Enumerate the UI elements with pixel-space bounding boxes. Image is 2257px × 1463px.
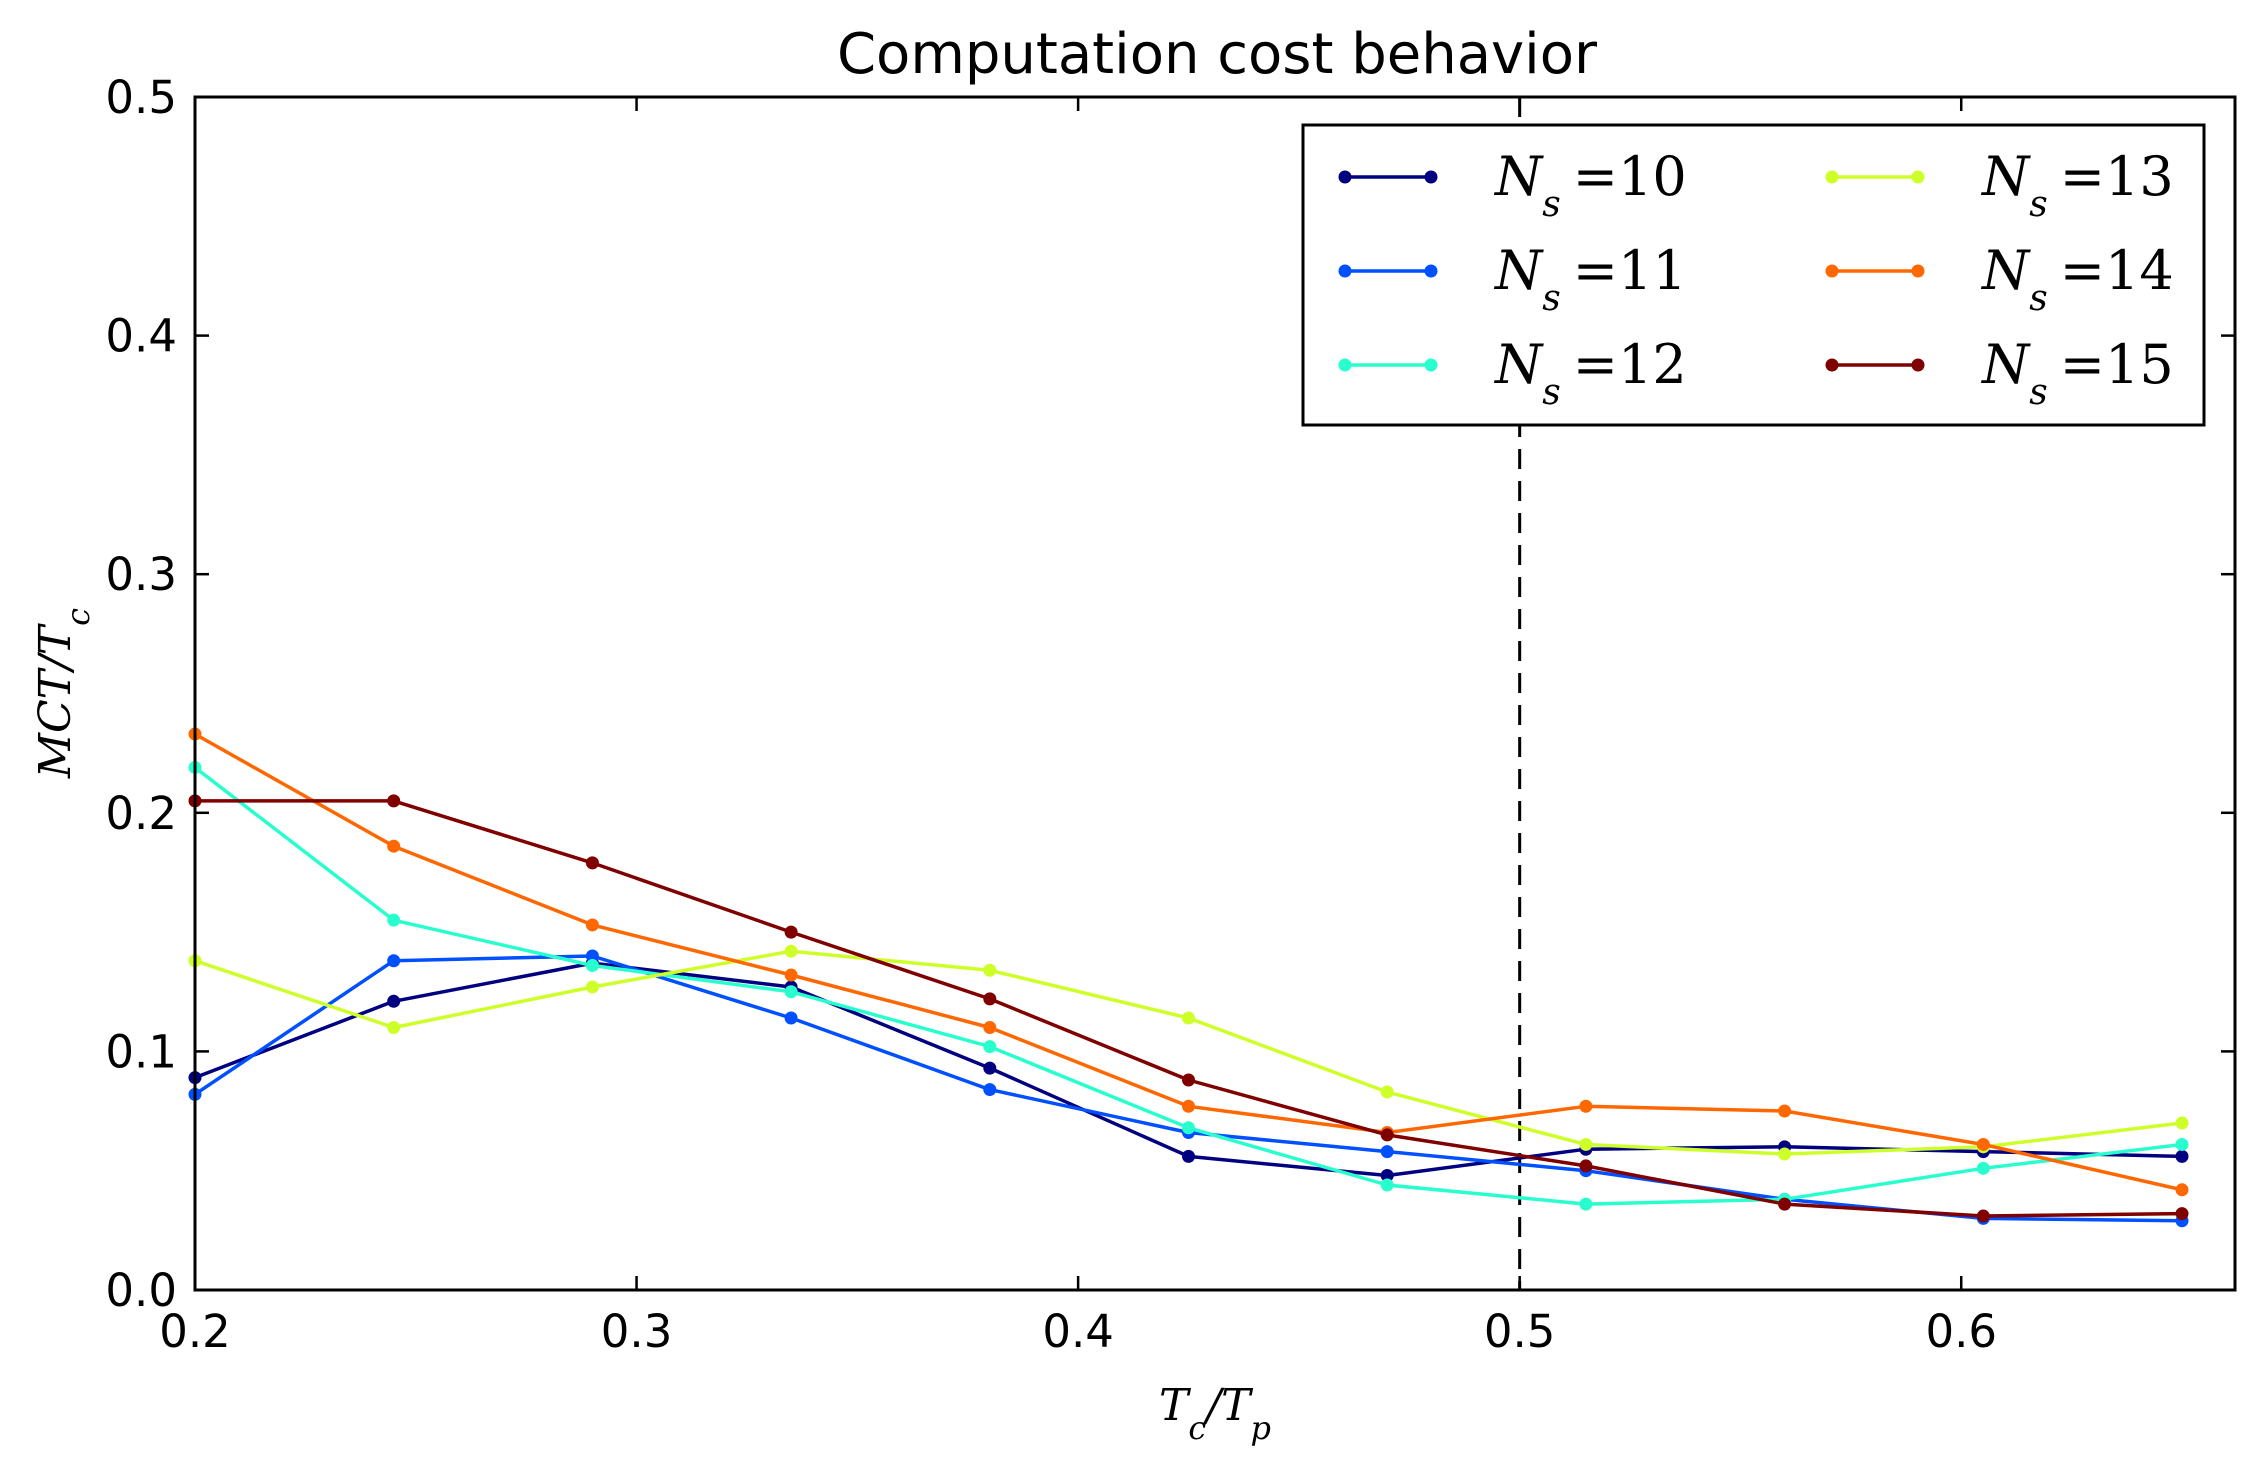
data-point [1380, 1128, 1394, 1142]
legend-marker [1911, 264, 1925, 278]
series-group [188, 727, 2189, 1228]
data-point [784, 925, 798, 939]
data-point [1976, 1137, 1990, 1151]
y-tick-label: 0.2 [105, 787, 177, 840]
legend-marker [1424, 264, 1438, 278]
data-point [1778, 1147, 1792, 1161]
legend-marker [1338, 264, 1352, 278]
y-tick-label: 0.1 [105, 1025, 177, 1078]
x-tick-label: 0.3 [601, 1305, 673, 1358]
series-6 [188, 794, 2189, 1223]
data-point [2175, 1149, 2189, 1163]
data-point [1182, 1073, 1196, 1087]
data-point [387, 1021, 401, 1035]
data-point [1976, 1161, 1990, 1175]
y-tick-label: 0.5 [105, 71, 177, 124]
data-point [1579, 1099, 1593, 1113]
x-tick-label: 0.5 [1484, 1305, 1556, 1358]
x-tick-label: 0.4 [1042, 1305, 1114, 1358]
data-point [2175, 1137, 2189, 1151]
legend-marker [1825, 358, 1839, 372]
data-point [1182, 1011, 1196, 1025]
data-point [387, 994, 401, 1008]
data-point [784, 968, 798, 982]
data-point [387, 954, 401, 968]
legend-entry-1: Ns =10 [1338, 145, 1687, 225]
y-tick-label: 0.0 [105, 1264, 177, 1317]
legend-marker [1338, 358, 1352, 372]
legend [1301, 123, 2206, 427]
legend-marker [1825, 264, 1839, 278]
data-point [585, 918, 599, 932]
series-3 [188, 760, 2189, 1211]
data-point [1380, 1168, 1394, 1182]
legend-label: Ns =14 [1980, 239, 2174, 319]
legend-entry-4: Ns =13 [1825, 145, 2174, 225]
data-point [983, 1021, 997, 1035]
legend-marker [1338, 170, 1352, 184]
data-point [983, 1040, 997, 1054]
data-point [983, 963, 997, 977]
data-point [784, 1011, 798, 1025]
data-point [387, 839, 401, 853]
x-tick-label: 0.6 [1925, 1305, 1997, 1358]
series-4 [188, 944, 2189, 1161]
legend-entry-6: Ns =15 [1825, 333, 2174, 413]
legend-label: Ns =12 [1493, 333, 1687, 413]
legend-marker [1424, 358, 1438, 372]
y-tick-label: 0.4 [105, 310, 177, 363]
data-point [983, 1061, 997, 1075]
y-tick-labels: 0.0 0.1 0.2 0.3 0.4 0.5 [105, 71, 177, 1317]
plot-frame [193, 95, 2237, 1292]
legend-marker [1825, 170, 1839, 184]
legend-marker [1424, 170, 1438, 184]
legend-marker [1911, 170, 1925, 184]
x-tick-labels: 0.2 0.3 0.4 0.5 0.6 [159, 1305, 1997, 1358]
data-point [784, 944, 798, 958]
data-point [1380, 1145, 1394, 1159]
data-point [585, 980, 599, 994]
axis-ticks [193, 95, 2235, 1292]
plot-area [188, 97, 2189, 1290]
data-point [1380, 1178, 1394, 1192]
data-point [2175, 1183, 2189, 1197]
x-tick-label: 0.2 [159, 1305, 231, 1358]
data-point [2175, 1207, 2189, 1221]
legend-items: Ns =10 Ns =11 Ns =12 Ns =13 Ns =14 Ns =15 [1338, 145, 2174, 413]
data-point [387, 794, 401, 808]
series-5 [188, 727, 2189, 1197]
data-point [1778, 1104, 1792, 1118]
legend-entry-3: Ns =12 [1338, 333, 1687, 413]
data-point [784, 985, 798, 999]
data-point [983, 992, 997, 1006]
data-point [1182, 1099, 1196, 1113]
legend-entry-5: Ns =14 [1825, 239, 2174, 319]
data-point [1182, 1121, 1196, 1135]
data-point [585, 856, 599, 870]
data-point [1976, 1209, 1990, 1223]
legend-entry-2: Ns =11 [1338, 239, 1687, 319]
data-point [983, 1083, 997, 1097]
data-point [1579, 1137, 1593, 1151]
chart-title: Computation cost behavior [837, 22, 1598, 87]
data-point [387, 913, 401, 927]
data-point [1579, 1197, 1593, 1211]
data-point [1579, 1159, 1593, 1173]
legend-label: Ns =11 [1493, 239, 1687, 319]
legend-label: Ns =10 [1493, 145, 1687, 225]
legend-marker [1911, 358, 1925, 372]
data-point [1380, 1085, 1394, 1099]
y-tick-label: 0.3 [105, 548, 177, 601]
legend-label: Ns =15 [1980, 333, 2174, 413]
data-point [585, 959, 599, 973]
data-point [1778, 1197, 1792, 1211]
data-point [2175, 1116, 2189, 1130]
data-point [585, 949, 599, 963]
data-point [1182, 1149, 1196, 1163]
legend-label: Ns =13 [1980, 145, 2174, 225]
